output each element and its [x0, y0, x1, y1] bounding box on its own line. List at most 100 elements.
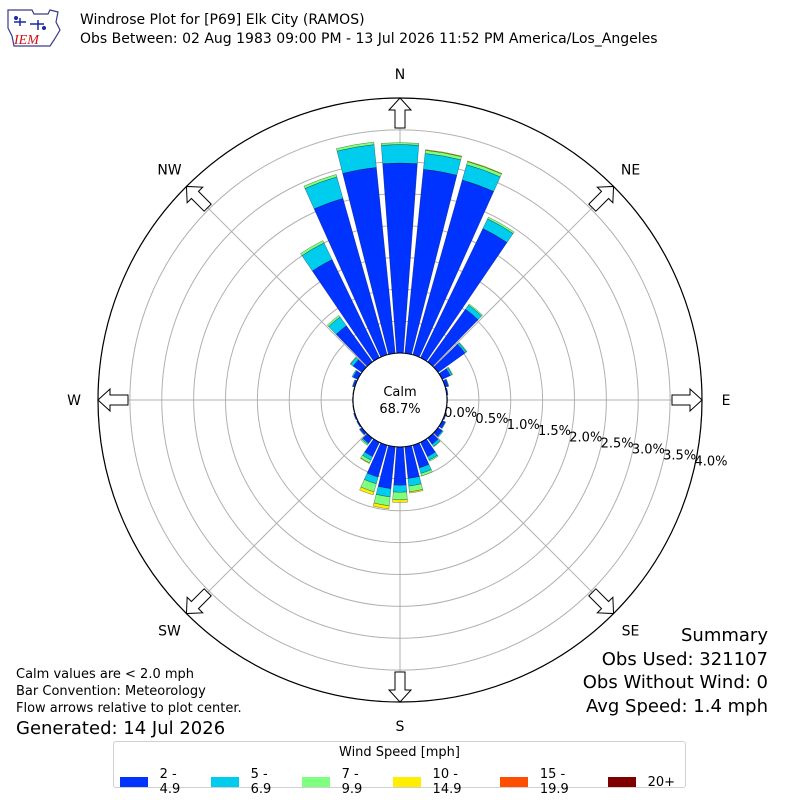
direction-arrow-icon — [588, 588, 615, 615]
direction-label: SE — [622, 624, 640, 640]
wind-bar — [425, 149, 462, 157]
radial-tick-label: 4.0% — [694, 455, 727, 470]
legend-swatch — [210, 777, 239, 787]
wind-bar — [437, 430, 444, 438]
legend-label: 7 - 9.9 — [341, 767, 363, 797]
wind-bar — [359, 428, 365, 436]
wind-bar — [445, 379, 450, 387]
wind-bar — [372, 502, 390, 510]
obs-used: Obs Used: 321107 — [601, 648, 768, 670]
legend-title: Wind Speed [mph] — [339, 745, 460, 760]
overlay: Calm 68.7% 0.0%0.5%1.0%1.5%2.0%2.5%3.0%3.5… — [67, 67, 730, 735]
wind-bar — [441, 421, 446, 429]
direction-label: NW — [157, 162, 181, 178]
wind-bar — [428, 455, 439, 462]
wind-bar — [300, 240, 325, 256]
iem-logo: IEM — [7, 9, 61, 48]
legend-item: 7 - 9.9 — [301, 767, 383, 797]
radial-tick-label: 3.5% — [663, 449, 696, 464]
direction-arrow-icon — [387, 671, 413, 703]
wind-bar — [487, 216, 515, 234]
grid-spoke — [186, 186, 368, 368]
radial-tick-label: 3.0% — [632, 442, 665, 457]
legend-label: 15 - 19.9 — [539, 767, 569, 797]
wind-bar — [351, 369, 358, 378]
calm-value: 68.7% — [379, 402, 420, 417]
wind-bar — [420, 469, 433, 477]
wind-bar — [360, 439, 369, 446]
wind-bar — [392, 499, 408, 503]
wind-bar — [359, 486, 375, 496]
obs-without-wind: Obs Without Wind: 0 — [582, 672, 768, 693]
chart-subtitle: Obs Between: 02 Aug 1983 09:00 PM - 13 J… — [80, 31, 658, 47]
grid-spoke — [186, 432, 368, 614]
logo-text: IEM — [13, 33, 40, 48]
wind-bar — [392, 491, 408, 501]
wind-bars — [300, 141, 515, 510]
radial-tick-label: 2.0% — [569, 430, 602, 445]
summary: Summary Obs Used: 321107 Obs Without Win… — [583, 624, 768, 718]
summary-title: Summary — [681, 625, 768, 646]
wind-bar — [336, 141, 375, 152]
legend-swatch — [301, 777, 330, 787]
wind-bar — [458, 342, 468, 353]
legend-label: 20+ — [647, 774, 675, 790]
direction-arrow-icon — [185, 185, 212, 212]
wind-bar — [447, 366, 453, 375]
legend-swatch — [607, 777, 636, 787]
note-convention: Bar Convention: Meteorology — [16, 684, 206, 699]
legend-label: 5 - 6.9 — [250, 767, 272, 797]
legend-item: 10 - 14.9 — [392, 767, 490, 797]
radial-tick-label: 1.5% — [538, 424, 571, 439]
legend-label: 10 - 14.9 — [432, 767, 462, 797]
wind-bar — [393, 484, 407, 493]
direction-arrow-icon — [185, 588, 212, 615]
direction-label: SW — [158, 624, 181, 640]
avg-speed: Avg Speed: 1.4 mph — [586, 695, 768, 717]
wind-bar — [393, 446, 407, 486]
grid-spoke — [432, 186, 614, 368]
calm-label: Calm — [383, 385, 416, 400]
notes: Calm values are < 2.0 mph Bar Convention… — [16, 666, 242, 717]
legend-item: 15 - 19.9 — [500, 767, 597, 797]
legend-label: 2 - 4.9 — [159, 767, 181, 797]
header: Windrose Plot for [P69] Elk City (RAMOS)… — [80, 11, 658, 49]
radial-tick-label: 2.5% — [601, 436, 634, 451]
legend-swatch — [392, 777, 421, 787]
direction-arrow-icon — [97, 387, 129, 413]
direction-label: N — [395, 67, 405, 83]
legend-item: 20+ — [607, 767, 675, 797]
wind-bar — [381, 142, 419, 146]
note-flow: Flow arrows relative to plot center. — [16, 701, 242, 716]
calm-circle — [352, 352, 448, 448]
radial-tick-label: 0.0% — [444, 406, 477, 421]
generated-date: Generated: 14 Jul 2026 — [16, 718, 226, 739]
direction-arrow-icon — [588, 185, 615, 212]
legend-swatch — [120, 777, 148, 787]
radial-tick-label: 1.0% — [507, 418, 540, 433]
direction-label: W — [67, 393, 81, 409]
wind-bar — [409, 489, 424, 494]
wind-bar — [467, 160, 503, 175]
wind-bar — [433, 440, 441, 448]
wind-bar — [381, 144, 419, 164]
grid-spoke — [432, 432, 614, 614]
direction-arrow-icon — [671, 387, 703, 413]
wind-bar — [468, 303, 483, 317]
direction-label: E — [722, 393, 731, 409]
chart-title: Windrose Plot for [P69] Elk City (RAMOS) — [80, 12, 365, 28]
direction-label: NE — [621, 162, 640, 178]
direction-arrow-icon — [387, 97, 413, 129]
legend-item: 5 - 6.9 — [210, 767, 292, 797]
legend-item: 2 - 4.9 — [120, 767, 201, 797]
legend-swatch — [500, 777, 528, 787]
wind-bar — [327, 315, 341, 327]
note-calm: Calm values are < 2.0 mph — [16, 667, 195, 682]
legend: Wind Speed [mph] 2 - 4.9 5 - 6.9 7 - 9.9… — [113, 741, 686, 797]
wind-bar — [303, 174, 338, 189]
wind-bar — [349, 356, 357, 365]
wind-bar — [352, 379, 356, 387]
radial-grid — [97, 97, 703, 703]
wind-bar — [360, 457, 370, 464]
